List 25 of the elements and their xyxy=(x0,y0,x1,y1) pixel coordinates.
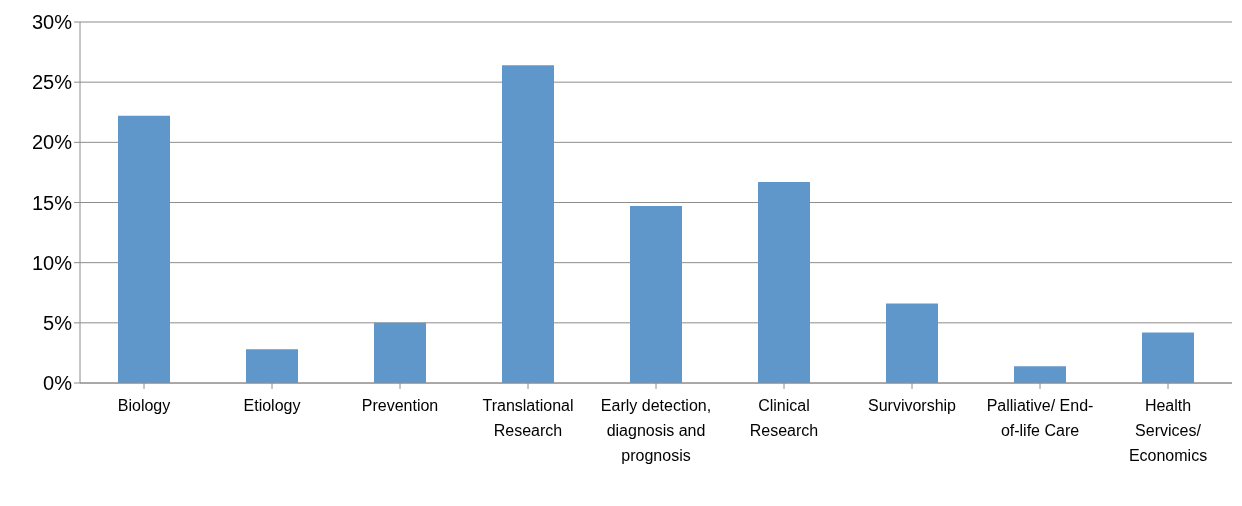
x-tick-label: Early detection, diagnosis and prognosis xyxy=(600,397,712,464)
bar xyxy=(1014,366,1066,383)
y-tick-label: 30% xyxy=(31,11,73,34)
bar xyxy=(374,322,426,383)
x-tick-label: Translational Research xyxy=(482,397,574,439)
y-tick-label: 5% xyxy=(43,311,73,334)
x-tick-label: Etiology xyxy=(243,397,301,414)
x-tick-label: Survivorship xyxy=(867,397,957,414)
bar xyxy=(886,303,938,383)
y-tick-label: 20% xyxy=(31,131,73,154)
x-tick-label: Health Services/ Economics xyxy=(1128,397,1208,464)
bar xyxy=(758,182,810,383)
x-tick-label: Prevention xyxy=(361,397,439,414)
bar xyxy=(246,349,298,383)
bar xyxy=(1142,332,1194,383)
bar xyxy=(118,115,170,383)
x-tick-label: Clinical Research xyxy=(749,397,819,439)
y-tick-label: 25% xyxy=(31,71,73,94)
y-tick-label: 10% xyxy=(31,251,73,274)
x-tick-label: Palliative/ End-of-life Care xyxy=(986,397,1094,439)
bar xyxy=(630,206,682,383)
y-tick-label: 15% xyxy=(31,191,73,214)
y-tick-label: 0% xyxy=(43,372,73,395)
bar xyxy=(502,65,554,383)
x-tick-label: Biology xyxy=(117,397,171,414)
